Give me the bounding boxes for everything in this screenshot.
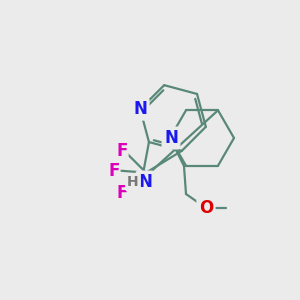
Text: N: N (133, 100, 147, 118)
Text: O: O (199, 199, 213, 217)
Text: F: F (116, 142, 128, 160)
Text: N: N (164, 129, 178, 147)
Text: N: N (138, 173, 152, 191)
Text: H: H (127, 175, 139, 189)
Text: F: F (108, 162, 120, 180)
Text: F: F (116, 184, 128, 202)
